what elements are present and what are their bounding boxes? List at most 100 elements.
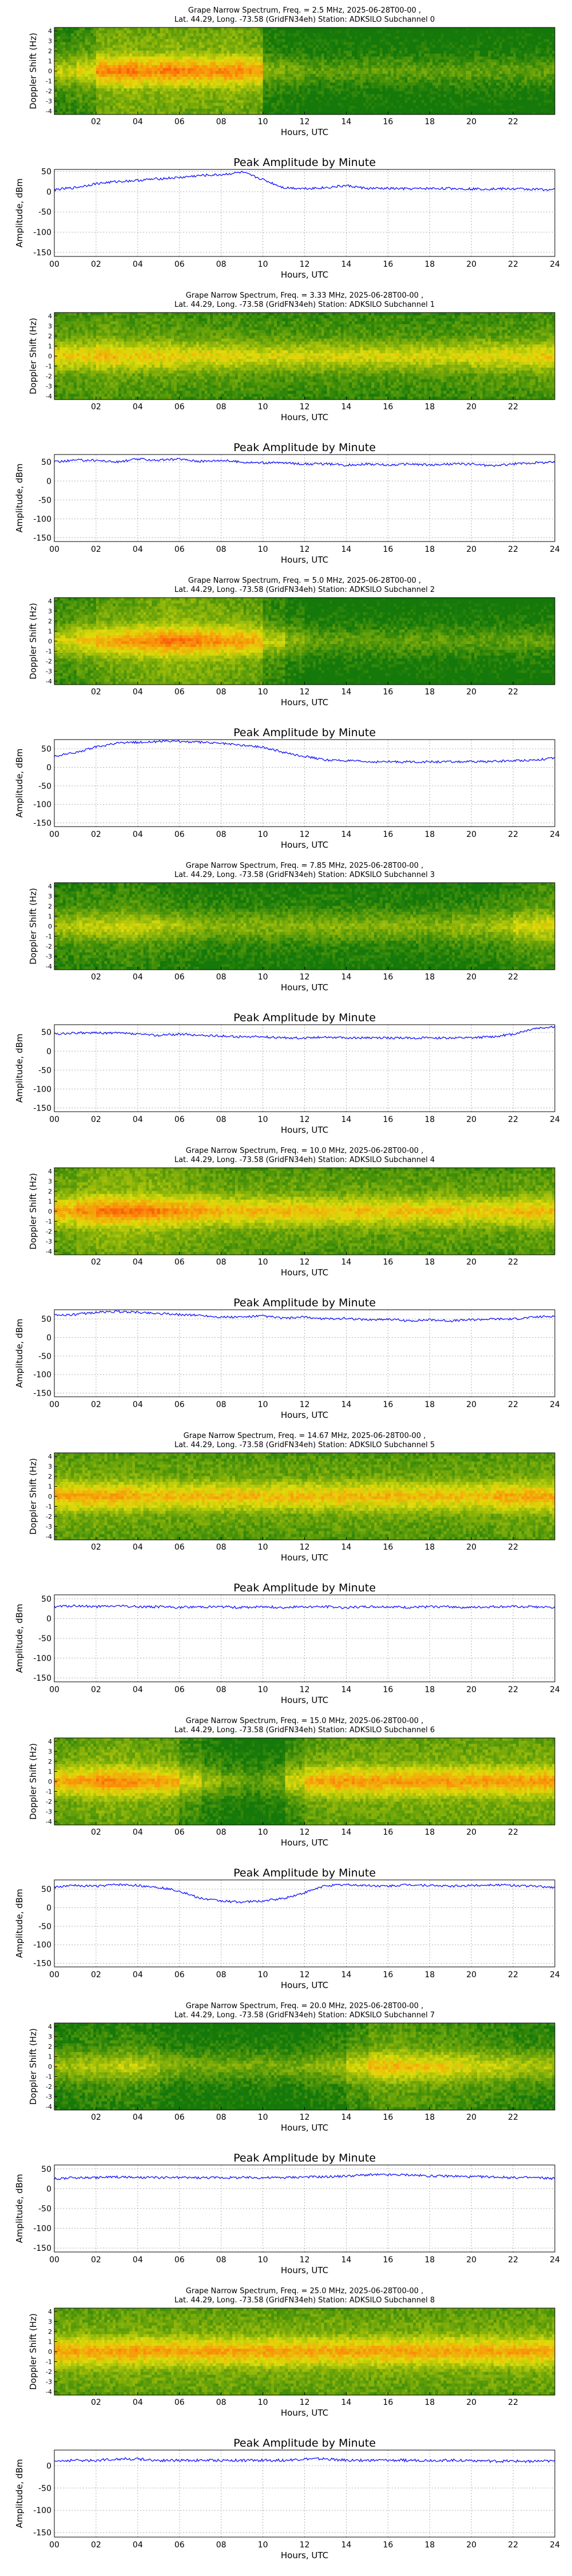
spectrogram-xtick-label: 06 <box>174 1828 185 1837</box>
spectrogram-xtick-label: 12 <box>300 973 310 982</box>
amplitude-frame <box>54 1594 555 1682</box>
spectrogram-ytick-label: -3 <box>46 383 52 390</box>
amplitude-panel: Peak Amplitude by Minute 00 02 04 06 08 10 12 14… <box>14 441 560 565</box>
spectrogram-title-line1: Grape Narrow Spectrum, Freq. = 25.0 MHz,… <box>186 2287 423 2296</box>
spectrogram-panel: Grape Narrow Spectrum, Freq. = 5.0 MHz, … <box>28 576 555 708</box>
spectrogram-xtick-label: 06 <box>174 402 185 412</box>
amplitude-ytick-label: -50 <box>38 1352 51 1361</box>
amplitude-ytick-label: -100 <box>33 1085 51 1094</box>
amplitude-series-line <box>54 1025 555 1040</box>
spectrogram-xlabel: Hours, UTC <box>281 1552 328 1563</box>
spectrogram-xtick-label: 02 <box>91 973 101 982</box>
spectrogram-ytick-label: -2 <box>46 1798 52 1805</box>
spectrogram-xtick-label: 04 <box>133 1258 143 1267</box>
spectrogram-xtick-label: 08 <box>216 1543 227 1552</box>
amplitude-xtick-label: 18 <box>424 1400 435 1409</box>
amplitude-xtick-label: 24 <box>550 2541 560 2550</box>
amplitude-title: Peak Amplitude by Minute <box>233 1582 376 1594</box>
spectrogram-xtick-label: 12 <box>300 402 310 412</box>
amplitude-ylabel: Amplitude, dBm <box>14 2174 25 2243</box>
spectrogram-ytick-label: -3 <box>46 668 52 675</box>
spectrogram-panel: Grape Narrow Spectrum, Freq. = 15.0 MHz,… <box>28 1717 555 1848</box>
amplitude-xlabel: Hours, UTC <box>281 270 328 280</box>
spectrogram-xtick-label: 12 <box>300 2113 310 2122</box>
amplitude-frame <box>54 2449 555 2538</box>
amplitude-xlabel: Hours, UTC <box>281 1410 328 1420</box>
amplitude-ytick-label: 0 <box>46 1904 51 1913</box>
spectrogram-xtick-label: 22 <box>508 1258 518 1267</box>
amplitude-xtick-label: 24 <box>550 1685 560 1694</box>
spectrogram-texture <box>54 1453 555 1540</box>
amplitude-ytick-label: -50 <box>38 2484 51 2493</box>
spectrogram-ytick-label: 2 <box>48 2043 52 2050</box>
amplitude-xtick-label: 20 <box>466 1970 476 1980</box>
spectrogram-ytick-label: -3 <box>46 2379 52 2386</box>
amplitude-ytick-label: -150 <box>33 2528 51 2538</box>
amplitude-xtick-label: 22 <box>508 2255 518 2265</box>
spectrogram-ytick-label: 1 <box>48 628 52 635</box>
spectrogram-xtick-label: 14 <box>341 2113 352 2122</box>
spectrogram-ytick-label: -1 <box>46 1503 52 1511</box>
amplitude-frame <box>54 169 555 257</box>
amplitude-xtick-label: 16 <box>383 1685 393 1694</box>
spectrogram-title-line2: Lat. 44.29, Long. -73.58 (GridFN34eh) St… <box>174 301 435 309</box>
amplitude-xtick-label: 04 <box>133 1115 143 1124</box>
spectrogram-ytick-label: 1 <box>48 58 52 65</box>
amplitude-title: Peak Amplitude by Minute <box>233 2152 376 2164</box>
spectrogram-ylabel: Doppler Shift (Hz) <box>28 603 38 679</box>
amplitude-ylabel: Amplitude, dBm <box>14 179 25 248</box>
amplitude-panel: Peak Amplitude by Minute 00 02 04 06 08 10 12 14… <box>14 1582 560 1705</box>
spectrogram-xtick-label: 08 <box>216 1258 227 1267</box>
amplitude-ytick-label: -150 <box>33 2244 51 2253</box>
spectrogram-title-line2: Lat. 44.29, Long. -73.58 (GridFN34eh) St… <box>174 15 435 24</box>
spectrogram-ytick-label: 1 <box>48 1483 52 1491</box>
spectrogram-ytick-label: -2 <box>46 2368 52 2376</box>
amplitude-xtick-label: 04 <box>133 260 143 269</box>
amplitude-xtick-label: 12 <box>300 1115 310 1124</box>
spectrogram-ytick-label: 4 <box>48 313 52 320</box>
amplitude-xtick-label: 14 <box>341 1970 352 1980</box>
spectrogram-xtick-label: 10 <box>258 1543 268 1552</box>
amplitude-xtick-label: 00 <box>49 545 59 554</box>
amplitude-xtick-label: 16 <box>383 2541 393 2550</box>
amplitude-xtick-label: 24 <box>550 545 560 554</box>
amplitude-xlabel: Hours, UTC <box>281 1125 328 1135</box>
spectrogram-ylabel: Doppler Shift (Hz) <box>28 1458 38 1535</box>
amplitude-title: Peak Amplitude by Minute <box>233 156 376 169</box>
amplitude-xtick-label: 12 <box>300 2255 310 2265</box>
spectrogram-xtick-label: 18 <box>424 1258 435 1267</box>
spectrogram-ytick-label: -3 <box>46 1238 52 1246</box>
spectrogram-xtick-label: 14 <box>341 2398 352 2407</box>
amplitude-ytick-label: -50 <box>38 208 51 217</box>
amplitude-xtick-label: 02 <box>91 1685 101 1694</box>
spectrogram-ytick-label: -1 <box>46 1218 52 1226</box>
amplitude-ytick-label: -150 <box>33 534 51 543</box>
amplitude-ytick-label: 50 <box>41 1028 51 1037</box>
spectrogram-xtick-label: 20 <box>466 117 476 127</box>
spectrogram-xtick-label: 08 <box>216 973 227 982</box>
amplitude-xtick-label: 14 <box>341 1115 352 1124</box>
spectrogram-ytick-label: 4 <box>48 1168 52 1175</box>
spectrogram-ytick-label: -4 <box>46 963 52 970</box>
spectrogram-ytick-label: 0 <box>48 2348 52 2356</box>
amplitude-ytick-label: 50 <box>41 1595 51 1604</box>
spectrogram-title-line1: Grape Narrow Spectrum, Freq. = 10.0 MHz,… <box>186 1147 423 1155</box>
spectrogram-xtick-label: 14 <box>341 117 352 127</box>
amplitude-ytick-label: -100 <box>33 228 51 238</box>
spectrogram-ytick-label: 2 <box>48 1758 52 1765</box>
spectrogram-panel: Grape Narrow Spectrum, Freq. = 2.5 MHz, … <box>28 6 555 137</box>
spectrogram-ytick-label: -1 <box>46 648 52 655</box>
spectrogram-xtick-label: 10 <box>258 973 268 982</box>
spectrogram-xtick-label: 16 <box>383 402 393 412</box>
spectrogram-ytick-label: 3 <box>48 1748 52 1756</box>
spectrogram-ytick-label: 1 <box>48 2338 52 2346</box>
amplitude-xtick-label: 12 <box>300 260 310 269</box>
amplitude-xtick-label: 00 <box>49 1115 59 1124</box>
spectrogram-xtick-label: 22 <box>508 2113 518 2122</box>
amplitude-xlabel: Hours, UTC <box>281 1695 328 1705</box>
spectrogram-xtick-label: 12 <box>300 1828 310 1837</box>
amplitude-xtick-label: 08 <box>216 260 227 269</box>
spectrogram-texture <box>54 598 555 685</box>
amplitude-xtick-label: 06 <box>174 1685 185 1694</box>
amplitude-ytick-label: -150 <box>33 1674 51 1683</box>
